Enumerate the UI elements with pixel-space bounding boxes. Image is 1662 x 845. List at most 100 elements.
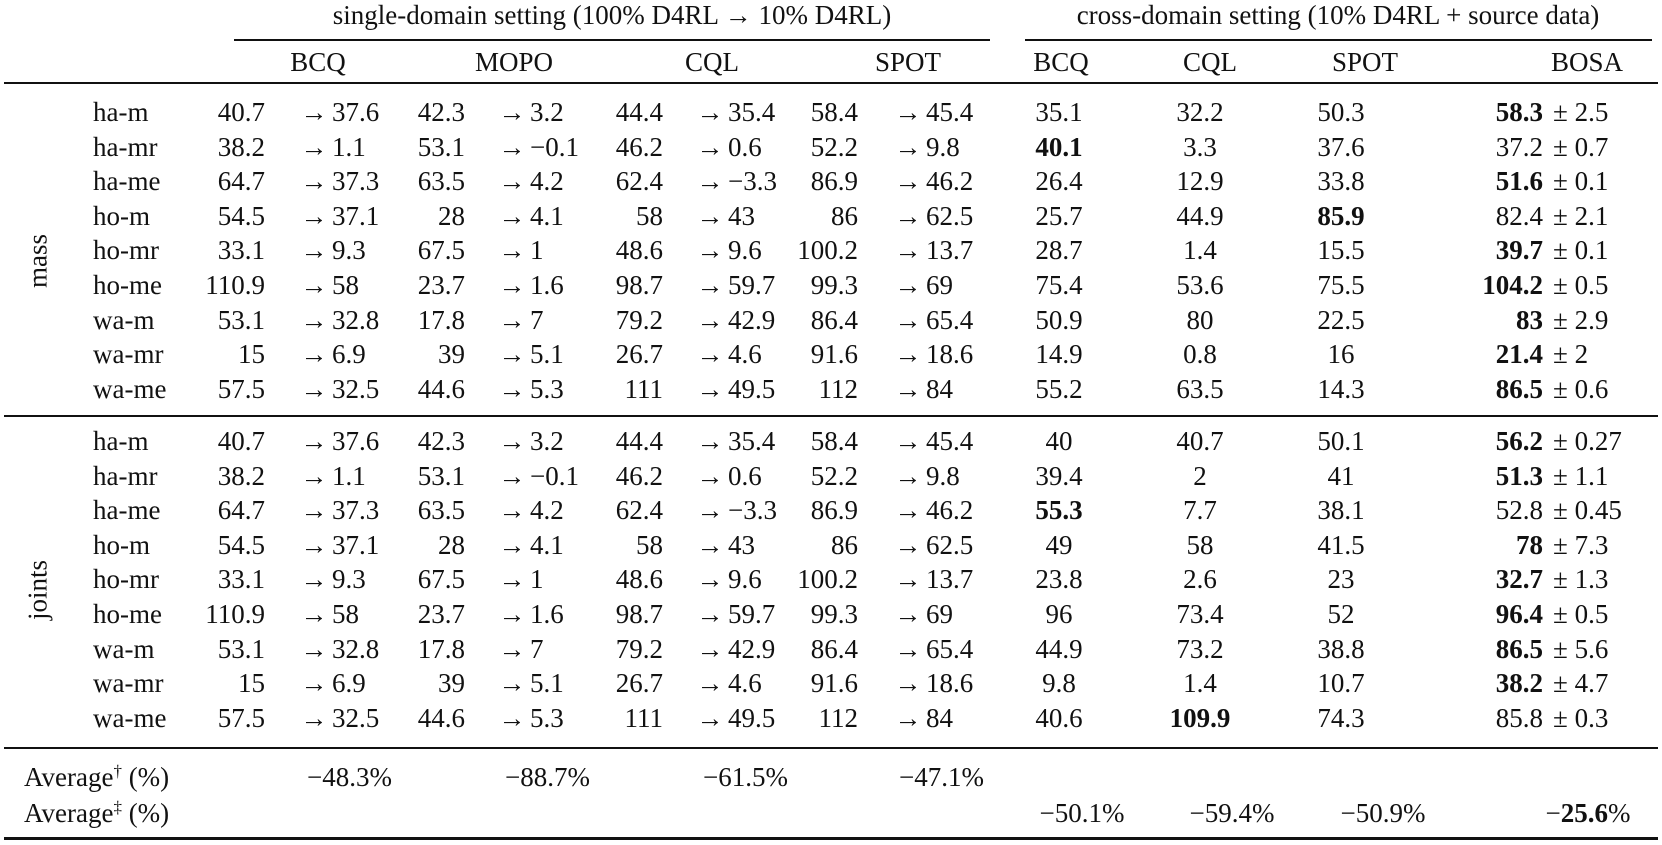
cross-value-cql: 0.8: [1183, 339, 1217, 370]
single-full-value: 67.5: [417, 235, 465, 266]
single-full-value: 62.4: [615, 166, 663, 197]
average-cross-value: −59.4%: [1189, 798, 1275, 828]
arrow-icon: →: [498, 495, 526, 526]
bosa-value: 38.2: [1495, 668, 1543, 699]
single-full-value: 58: [636, 529, 663, 560]
bosa-std: ± 0.27: [1553, 426, 1622, 456]
bosa-std: ± 0.3: [1553, 702, 1609, 733]
arrow-icon: →: [498, 270, 526, 300]
cross-value-cql: 109.9: [1169, 702, 1231, 733]
single-reduced-value: 62.5: [926, 200, 974, 231]
single-reduced-value: 49.5: [728, 373, 776, 404]
group-separator-rule: [4, 415, 1658, 417]
single-full-value: 99.3: [810, 270, 858, 300]
single-reduced-value: 1: [530, 235, 544, 266]
arrow-icon: →: [498, 426, 526, 456]
arrow-icon: →: [894, 200, 922, 231]
single-full-value: 67.5: [417, 564, 465, 595]
single-full-value: 46.2: [615, 131, 663, 162]
single-full-value: 42.3: [417, 426, 465, 456]
bosa-std: ± 2.5: [1553, 97, 1609, 127]
cross-value-cql: 53.6: [1176, 270, 1224, 300]
single-reduced-value: 32.8: [332, 304, 380, 335]
cross-value-bcq: 50.9: [1035, 304, 1083, 335]
arrow-icon: →: [498, 200, 526, 231]
task-label: ha-me: [93, 166, 161, 197]
bosa-value: 86.5: [1495, 373, 1543, 404]
bosa-value: 104.2: [1482, 270, 1543, 300]
average-rule: [4, 747, 1658, 749]
bosa-value: 86.5: [1495, 633, 1543, 664]
single-reduced-value: 1.1: [332, 131, 366, 162]
arrow-icon: →: [696, 235, 724, 266]
single-reduced-value: 45.4: [926, 97, 974, 127]
cross-value-bcq: 28.7: [1035, 235, 1083, 266]
cross-value-bcq: 39.4: [1035, 460, 1083, 491]
single-full-value: 91.6: [810, 339, 858, 370]
single-full-value: 17.8: [417, 633, 465, 664]
average-single-value: −47.1%: [899, 762, 984, 792]
arrow-icon: →: [894, 564, 922, 595]
bosa-std: ± 1.1: [1553, 460, 1609, 491]
bosa-std: ± 2.9: [1553, 304, 1609, 335]
cross-method-header-cql: CQL: [1183, 47, 1237, 77]
arrow-icon: →: [894, 270, 922, 300]
single-full-value: 99.3: [810, 599, 858, 629]
single-full-value: 57.5: [217, 373, 265, 404]
single-full-value: 28: [438, 529, 465, 560]
single-reduced-value: 4.2: [530, 166, 564, 197]
bosa-value: 78: [1516, 529, 1543, 560]
single-method-header-bcq: BCQ: [290, 47, 346, 77]
single-reduced-value: 6.9: [332, 668, 366, 699]
bosa-std: ± 2.1: [1553, 200, 1609, 231]
arrow-icon: →: [894, 529, 922, 560]
single-reduced-value: 9.8: [926, 131, 960, 162]
single-full-value: 79.2: [615, 304, 663, 335]
average-single-value: −48.3%: [307, 762, 392, 792]
arrow-icon: →: [300, 200, 328, 231]
task-label: wa-me: [93, 702, 167, 733]
arrow-icon: →: [894, 668, 922, 699]
single-reduced-value: 3.2: [530, 426, 564, 456]
single-reduced-value: 9.3: [332, 564, 366, 595]
cross-value-bcq: 25.7: [1035, 200, 1083, 231]
arrow-icon: →: [696, 495, 724, 526]
bosa-value: 56.2: [1495, 426, 1543, 456]
bosa-value: 96.4: [1495, 599, 1543, 629]
cross-value-cql: 1.4: [1183, 235, 1217, 266]
cross-value-cql: 3.3: [1183, 131, 1217, 162]
single-full-value: 53.1: [417, 460, 465, 491]
single-reduced-value: 4.1: [530, 200, 564, 231]
single-full-value: 26.7: [615, 339, 663, 370]
arrow-icon: →: [300, 373, 328, 404]
single-reduced-value: 18.6: [926, 339, 974, 370]
bottom-rule: [4, 837, 1658, 840]
average-single-value: −88.7%: [505, 762, 590, 792]
single-reduced-value: 4.1: [530, 529, 564, 560]
average-cross-value: −50.9%: [1340, 798, 1426, 828]
single-full-value: 54.5: [217, 200, 265, 231]
cross-method-header-bcq: BCQ: [1033, 47, 1089, 77]
cross-value-bcq: 96: [1045, 599, 1073, 629]
single-full-value: 44.4: [615, 97, 663, 127]
cross-value-cql: 63.5: [1176, 373, 1224, 404]
arrow-icon: →: [894, 633, 922, 664]
single-full-value: 42.3: [417, 97, 465, 127]
top-rule: [4, 82, 1658, 84]
cross-value-cql: 73.4: [1176, 599, 1224, 629]
arrow-icon: →: [696, 270, 724, 300]
single-reduced-value: 32.8: [332, 633, 380, 664]
single-full-value: 86.9: [810, 166, 858, 197]
arrow-icon: →: [894, 304, 922, 335]
single-reduced-value: 65.4: [926, 304, 974, 335]
cross-value-spot: 38.1: [1317, 495, 1365, 526]
average-single-value: −61.5%: [703, 762, 788, 792]
bosa-std: ± 0.45: [1553, 495, 1622, 526]
single-full-value: 100.2: [797, 564, 858, 595]
single-full-value: 86.4: [810, 304, 858, 335]
arrow-icon: →: [300, 304, 328, 335]
bosa-value: 32.7: [1495, 564, 1543, 595]
single-reduced-value: 45.4: [926, 426, 974, 456]
cross-value-spot: 22.5: [1317, 304, 1365, 335]
